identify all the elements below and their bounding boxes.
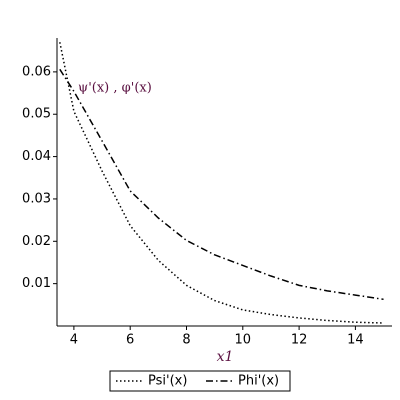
x-tick-label: 10 <box>235 333 252 348</box>
legend-label: Phi'(x) <box>238 374 279 389</box>
y-tick-label: 0.03 <box>22 191 51 206</box>
x-tick-label: 4 <box>70 333 78 348</box>
x-tick-label: 6 <box>126 333 134 348</box>
series-line <box>59 68 384 301</box>
x-tick-label: 8 <box>182 333 190 348</box>
y-tick-label: 0.06 <box>22 64 51 79</box>
legend-box <box>109 370 291 392</box>
series-line <box>59 42 384 324</box>
x-tick-label: 12 <box>291 333 308 348</box>
y-tick-label: 0.04 <box>22 149 51 164</box>
x-axis-label: x1 <box>217 349 234 365</box>
y-tick-label: 0.05 <box>22 107 51 122</box>
x-tick-label: 14 <box>347 333 364 348</box>
y-tick-label: 0.02 <box>22 234 51 249</box>
annotation: ψ'(x) , φ'(x) <box>78 81 152 96</box>
legend-label: Psi'(x) <box>148 374 187 389</box>
y-tick-label: 0.01 <box>22 276 51 291</box>
